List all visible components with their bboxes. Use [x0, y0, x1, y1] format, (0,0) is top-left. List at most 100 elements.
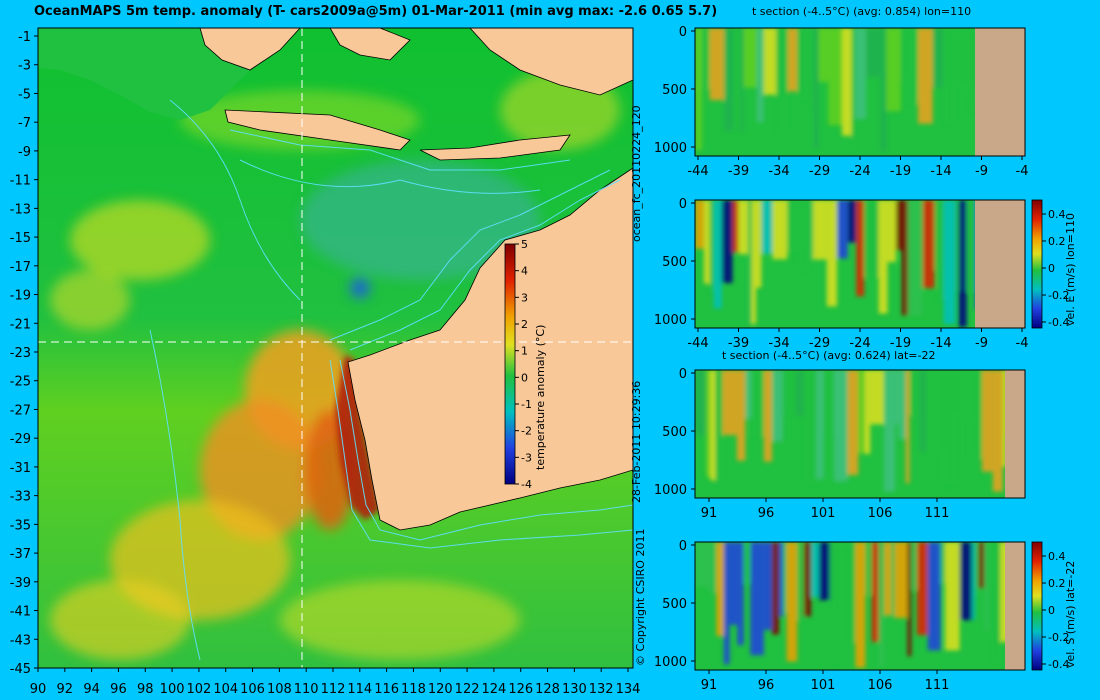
section-x-label: -19: [890, 164, 911, 179]
longitude-tick-label: 128: [535, 682, 560, 697]
latitude-axis: -1 -3 -5 -7 -9 -11 -13 -15 -17 -19 -21 -23 -25 -27 -29…: [10, 30, 38, 677]
section-colorbar-tick: -0.2: [1048, 631, 1069, 644]
section-x-label: -44: [687, 164, 708, 179]
section-depth-label: 0: [679, 25, 687, 40]
latitude-tick-label: -45: [10, 662, 31, 677]
section-x-label: -24: [849, 164, 870, 179]
longitude-tick-label: 130: [562, 682, 587, 697]
temperature-anomaly-map[interactable]: -1-3-5-7-9-11-13-15-17-19-21-23-25-27-29…: [0, 0, 640, 700]
section-x-label: 106: [868, 678, 893, 693]
map-colorbar-tick: 3: [521, 291, 528, 304]
section-colorbar: 0.4 0.2 0 -0.2 -0.4: [1031, 199, 1069, 329]
section-panel[interactable]: 0 500 1000-44 -39 -34 -29 -24 -19 -14 -9 -4: [654, 25, 1035, 179]
latitude-tick-label: -23: [10, 346, 31, 361]
section-3-title: t section (-4..5°C) (avg: 0.624) lat=-22: [722, 349, 936, 362]
section-x-label: -39: [728, 336, 749, 351]
section-land: [1005, 542, 1025, 670]
latitude-tick-label: -41: [10, 605, 31, 620]
section-colorbar-tick: 0.2: [1048, 577, 1066, 590]
section-land: [1005, 370, 1025, 498]
section-x-label: -39: [728, 164, 749, 179]
section-land: [975, 200, 1025, 328]
longitude-tick-label: 116: [374, 682, 399, 697]
latitude-tick-label: -5: [18, 87, 31, 102]
section-depth-label: 500: [662, 425, 687, 440]
latitude-tick-label: -13: [10, 202, 31, 217]
section-x-label: 101: [811, 678, 836, 693]
section-colorbar-tick: 0: [1048, 262, 1055, 275]
latitude-tick-label: -1: [18, 30, 31, 45]
longitude-tick-label: 102: [186, 682, 211, 697]
bathymetry-contours: [149, 99, 634, 661]
longitude-tick-label: 132: [589, 682, 614, 697]
map-title: OceanMAPS 5m temp. anomaly (T- cars2009a…: [34, 4, 718, 19]
section-depth-label: 0: [679, 197, 687, 212]
section-x-label: 111: [925, 506, 950, 521]
section-x-label: -34: [768, 164, 789, 179]
map-colorbar-tick: 0: [521, 371, 528, 384]
longitude-tick-label: 94: [83, 682, 100, 697]
section-depth-label: 0: [679, 367, 687, 382]
latitude-tick-label: -43: [10, 633, 31, 648]
section-colorbar-tick: 0.2: [1048, 235, 1066, 248]
latitude-tick-label: -11: [10, 174, 31, 189]
section-panel[interactable]: 0 500 1000 91 96 101 106 111 0.4 0.2 0 -0.2 -0.4: [654, 539, 1070, 693]
map-colorbar-tick: 5: [521, 238, 528, 251]
latitude-tick-label: -19: [10, 289, 31, 304]
section-depth-label: 500: [662, 83, 687, 98]
map-colorbar-tick: -1: [521, 398, 532, 411]
section-x-label: -14: [930, 336, 951, 351]
latitude-tick-label: -3: [18, 59, 31, 74]
section-x-label: 91: [701, 678, 718, 693]
map-colorbar-tick: 4: [521, 265, 528, 278]
longitude-tick-label: 134: [616, 682, 640, 697]
section-colorbar: 0.4 0.2 0 -0.2 -0.4: [1031, 541, 1069, 671]
section-depth-label: 0: [679, 539, 687, 554]
longitude-tick-label: 126: [508, 682, 533, 697]
map-colorbar: 5 4 3 2 1 0 -1 -2 -3 -4: [504, 238, 532, 491]
section-x-label: 96: [758, 506, 775, 521]
longitude-tick-label: 106: [240, 682, 265, 697]
latitude-tick-label: -7: [18, 116, 31, 131]
section-colorbar-tick: -0.4: [1048, 658, 1069, 671]
section-4-colorbar-label: vel. S (m/s) lat=-22: [1064, 560, 1077, 668]
map-colorbar-tick: -3: [521, 451, 532, 464]
section-panel[interactable]: 0 500 1000 91 96 101 106 111: [654, 367, 1065, 521]
latitude-tick-label: -15: [10, 231, 31, 246]
latitude-tick-label: -37: [10, 547, 31, 562]
longitude-tick-label: 118: [401, 682, 426, 697]
longitude-tick-label: 98: [137, 682, 154, 697]
longitude-tick-label: 114: [347, 682, 372, 697]
longitude-tick-label: 100: [160, 682, 185, 697]
section-x-label: -4: [1016, 164, 1029, 179]
section-x-label: -29: [809, 336, 830, 351]
longitude-tick-label: 104: [213, 682, 238, 697]
section-x-label: 111: [925, 678, 950, 693]
longitude-tick-label: 124: [481, 682, 506, 697]
longitude-tick-label: 92: [57, 682, 74, 697]
latitude-tick-label: -25: [10, 375, 31, 390]
section-x-label: 91: [701, 506, 718, 521]
section-colorbar-tick: 0.4: [1048, 550, 1066, 563]
section-1-title: t section (-4..5°C) (avg: 0.854) lon=110: [752, 5, 972, 18]
latitude-tick-label: -35: [10, 518, 31, 533]
latitude-tick-label: -17: [10, 260, 31, 275]
longitude-tick-label: 120: [428, 682, 453, 697]
map-colorbar-tick: 1: [521, 345, 528, 358]
section-x-label: -24: [849, 336, 870, 351]
section-x-label: -19: [890, 336, 911, 351]
section-colorbar-tick: -0.2: [1048, 289, 1069, 302]
land-masses: [38, 27, 634, 531]
map-colorbar-tick: -4: [521, 478, 532, 491]
section-depth-label: 500: [662, 255, 687, 270]
leeuwin-current: [335, 355, 380, 520]
section-x-label: 106: [868, 506, 893, 521]
map-colorbar-tick: 2: [521, 318, 528, 331]
section-x-label: -14: [930, 164, 951, 179]
longitude-tick-label: 112: [321, 682, 346, 697]
section-x-label: -4: [1016, 336, 1029, 351]
latitude-tick-label: -39: [10, 576, 31, 591]
